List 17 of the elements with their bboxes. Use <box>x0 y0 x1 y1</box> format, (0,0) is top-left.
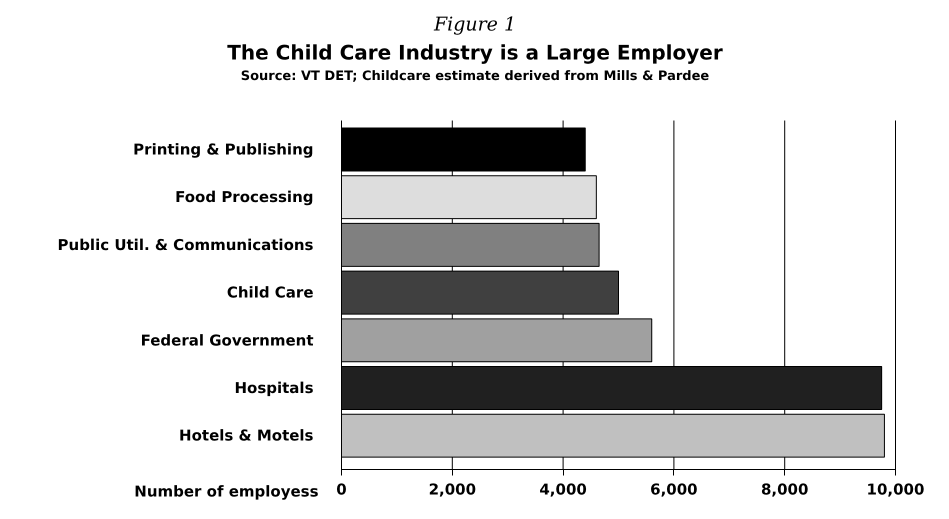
y-tick-label: Food Processing <box>175 188 314 206</box>
x-axis-title: Number of employess <box>134 482 319 500</box>
y-tick-label: Hotels & Motels <box>179 426 314 445</box>
y-tick-label: Printing & Publishing <box>133 140 314 158</box>
caption: Figure 1 <box>432 14 516 36</box>
x-tick-label: 6,000 <box>650 480 698 498</box>
x-tick-label: 4,000 <box>539 480 587 498</box>
x-tick-label: 0 <box>336 480 347 498</box>
y-tick-label: Hospitals <box>234 379 314 397</box>
x-tick-label: 2,000 <box>428 480 476 498</box>
y-tick-label: Public Util. & Communications <box>58 236 314 254</box>
x-tick-label: 10,000 <box>866 480 924 498</box>
chart-title: The Child Care Industry is a Large Employer <box>227 40 723 64</box>
x-tick-label: 8,000 <box>760 480 808 498</box>
chart-subtitle: Source: VT DET; Childcare estimate derived from Mills & Pardee <box>240 69 710 84</box>
y-tick-label: Child Care <box>226 284 314 302</box>
y-tick-label: Federal Government <box>140 331 314 350</box>
